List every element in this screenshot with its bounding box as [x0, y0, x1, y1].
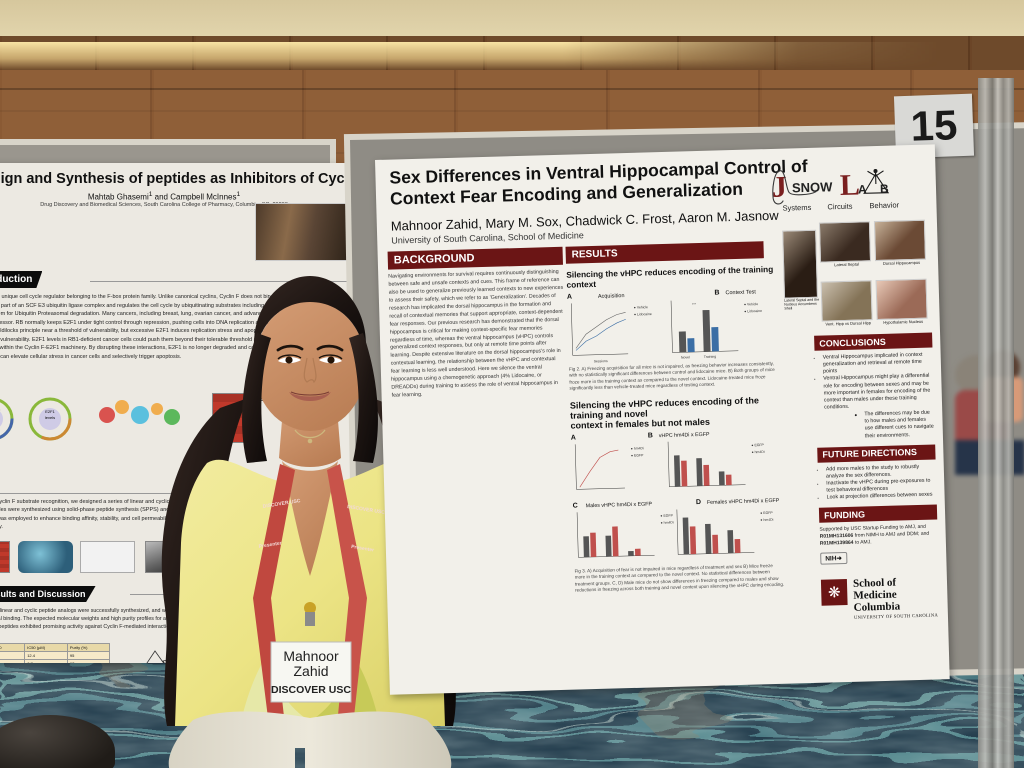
- svg-text:Sessions: Sessions: [594, 359, 608, 363]
- svg-text:● hm4Di: ● hm4Di: [752, 450, 765, 454]
- svg-text:● Vehicle: ● Vehicle: [744, 302, 758, 306]
- svg-text:levels: levels: [45, 415, 55, 420]
- svg-text:Systems: Systems: [782, 203, 811, 213]
- svg-text:DISCOVER USC: DISCOVER USC: [271, 684, 351, 696]
- svg-text:***: ***: [692, 302, 697, 306]
- svg-text:● EGFP: ● EGFP: [760, 510, 773, 514]
- svg-text:● hm4Di: ● hm4Di: [661, 520, 674, 524]
- svg-text:Behavior: Behavior: [869, 200, 899, 210]
- svg-text:Training: Training: [704, 355, 717, 359]
- svg-text:Circuits: Circuits: [827, 202, 852, 212]
- svg-text:● EGFP: ● EGFP: [660, 513, 673, 517]
- svg-text:SNOW: SNOW: [792, 179, 834, 195]
- svg-text:● hm4Di: ● hm4Di: [760, 517, 773, 521]
- svg-text:● hm4Di: ● hm4Di: [631, 446, 644, 450]
- svg-text:Novel: Novel: [681, 355, 690, 359]
- svg-text:A: A: [858, 182, 867, 196]
- svg-text:E2F1: E2F1: [45, 409, 55, 414]
- svg-text:Mahnoor: Mahnoor: [283, 648, 339, 664]
- svg-text:● Vehicle: ● Vehicle: [634, 305, 648, 309]
- svg-text:B: B: [880, 182, 889, 196]
- svg-text:J: J: [771, 171, 787, 204]
- svg-text:● EGFP: ● EGFP: [751, 443, 764, 447]
- svg-text:Zahid: Zahid: [293, 663, 328, 679]
- svg-text:● Lidocaine: ● Lidocaine: [634, 312, 652, 316]
- svg-text:● Lidocaine: ● Lidocaine: [744, 309, 762, 313]
- svg-text:● EGFP: ● EGFP: [631, 453, 644, 457]
